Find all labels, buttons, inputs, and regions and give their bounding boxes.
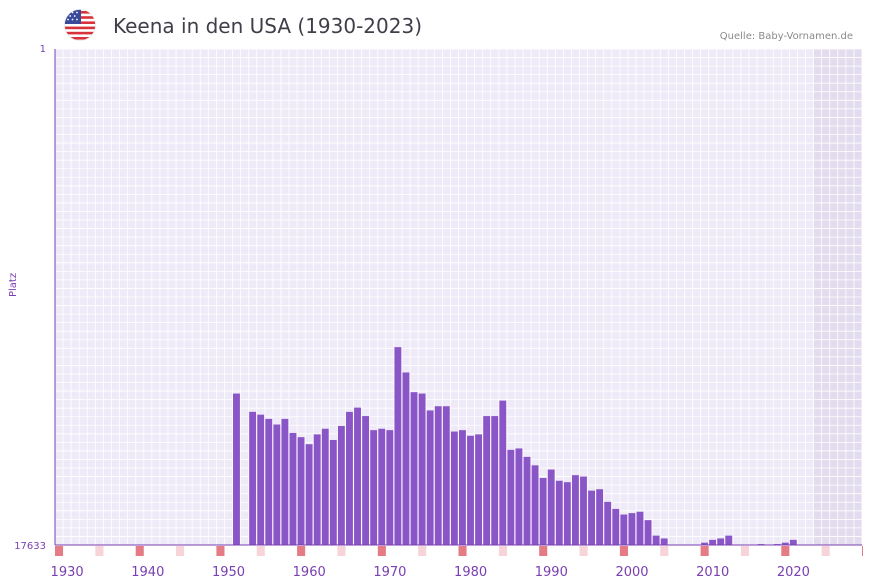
bar-1959 <box>297 437 305 545</box>
year-marker-strong <box>539 546 548 556</box>
bar-1999 <box>620 514 628 545</box>
bar-1969 <box>378 428 386 545</box>
y-tick-label-top: 1 <box>40 44 46 55</box>
x-tick-label-1950: 1950 <box>212 565 245 580</box>
bar-1962 <box>321 428 329 545</box>
bar-2019 <box>781 542 789 545</box>
bar-1994 <box>580 476 587 545</box>
bar-2012 <box>725 535 733 545</box>
bar-1998 <box>612 508 620 545</box>
x-tick-label-2020: 2020 <box>777 565 810 580</box>
bar-1967 <box>362 416 370 545</box>
year-marker-strong <box>55 546 64 556</box>
bar-1964 <box>337 425 345 545</box>
bar-1957 <box>281 418 289 545</box>
year-marker-strong <box>135 546 144 556</box>
bar-2000 <box>628 513 636 545</box>
year-marker-strong <box>862 546 863 556</box>
year-marker-strong <box>619 546 628 556</box>
bar-1974 <box>418 393 426 545</box>
bar-1997 <box>604 501 612 545</box>
bar-1973 <box>410 392 418 545</box>
bar-1966 <box>354 407 361 545</box>
bar-2009 <box>701 542 708 545</box>
bar-2020 <box>789 539 797 545</box>
bar-1968 <box>370 430 378 545</box>
bar-2011 <box>717 538 725 545</box>
bar-1965 <box>346 411 353 545</box>
year-marker-strong <box>297 546 306 556</box>
y-tick-label-bottom: 17633 <box>14 541 46 552</box>
year-marker-strong <box>377 546 386 556</box>
year-marker-strong <box>781 546 790 556</box>
bar-1963 <box>329 439 337 545</box>
x-tick-label-1970: 1970 <box>373 565 406 580</box>
bar-1954 <box>257 414 265 545</box>
year-marker-light <box>418 546 427 556</box>
year-marker-light <box>579 546 588 556</box>
bar-1978 <box>450 431 458 545</box>
year-marker-strong <box>216 546 225 556</box>
bar-2010 <box>709 539 717 545</box>
bar-1953 <box>249 411 257 545</box>
bar-1958 <box>289 432 297 545</box>
bar-1980 <box>467 435 474 545</box>
year-marker-light <box>95 546 104 556</box>
bar-1995 <box>588 490 595 545</box>
x-tick-label-1940: 1940 <box>131 565 164 580</box>
bar-1960 <box>305 444 313 545</box>
bar-1984 <box>499 400 507 545</box>
chart-title: Keena in den USA (1930-2023) <box>113 14 423 38</box>
x-tick-label-2010: 2010 <box>696 565 729 580</box>
year-marker-strong <box>700 546 709 556</box>
year-marker-strong <box>458 546 467 556</box>
year-marker-light <box>740 546 750 556</box>
year-marker-light <box>660 546 669 556</box>
bar-1987 <box>523 456 531 545</box>
bar-1972 <box>402 372 410 545</box>
grid-lines <box>54 48 863 546</box>
x-tick-label-2000: 2000 <box>615 565 648 580</box>
year-marker-light <box>176 546 185 556</box>
bar-1976 <box>434 406 442 545</box>
bar-1975 <box>426 410 434 545</box>
x-tick-label-1990: 1990 <box>535 565 568 580</box>
year-marker-light <box>337 546 346 556</box>
usa-flag-icon <box>64 9 96 41</box>
bar-1986 <box>515 448 523 545</box>
year-marker-light <box>498 546 507 556</box>
year-marker-light <box>821 546 830 556</box>
x-tick-label-1980: 1980 <box>454 565 487 580</box>
bar-2001 <box>636 511 644 545</box>
bar-1982 <box>483 416 491 545</box>
bar-2004 <box>660 538 668 545</box>
x-tick-label-1960: 1960 <box>293 565 326 580</box>
bar-1983 <box>491 416 499 545</box>
bar-1988 <box>531 465 539 545</box>
bar-1993 <box>571 475 579 545</box>
bar-2002 <box>644 520 652 545</box>
bar-1991 <box>555 480 563 545</box>
bar-2003 <box>652 535 660 545</box>
bar-1970 <box>386 430 394 545</box>
x-tick-label-1930: 1930 <box>51 565 84 580</box>
source-credit: Quelle: Baby-Vornamen.de <box>719 31 853 42</box>
bars-group <box>233 347 797 545</box>
bar-1961 <box>313 434 321 545</box>
year-marker-light <box>256 546 265 556</box>
bar-1990 <box>547 469 555 545</box>
bar-1989 <box>539 477 547 545</box>
bar-1979 <box>459 430 466 545</box>
bar-1956 <box>273 424 281 545</box>
bar-1981 <box>475 434 483 545</box>
bar-1951 <box>233 393 240 545</box>
bar-1985 <box>507 449 515 545</box>
bar-1971 <box>394 347 402 545</box>
bar-1996 <box>596 489 604 545</box>
bar-1992 <box>563 482 571 545</box>
bar-1955 <box>265 418 273 545</box>
bar-1977 <box>442 406 450 545</box>
